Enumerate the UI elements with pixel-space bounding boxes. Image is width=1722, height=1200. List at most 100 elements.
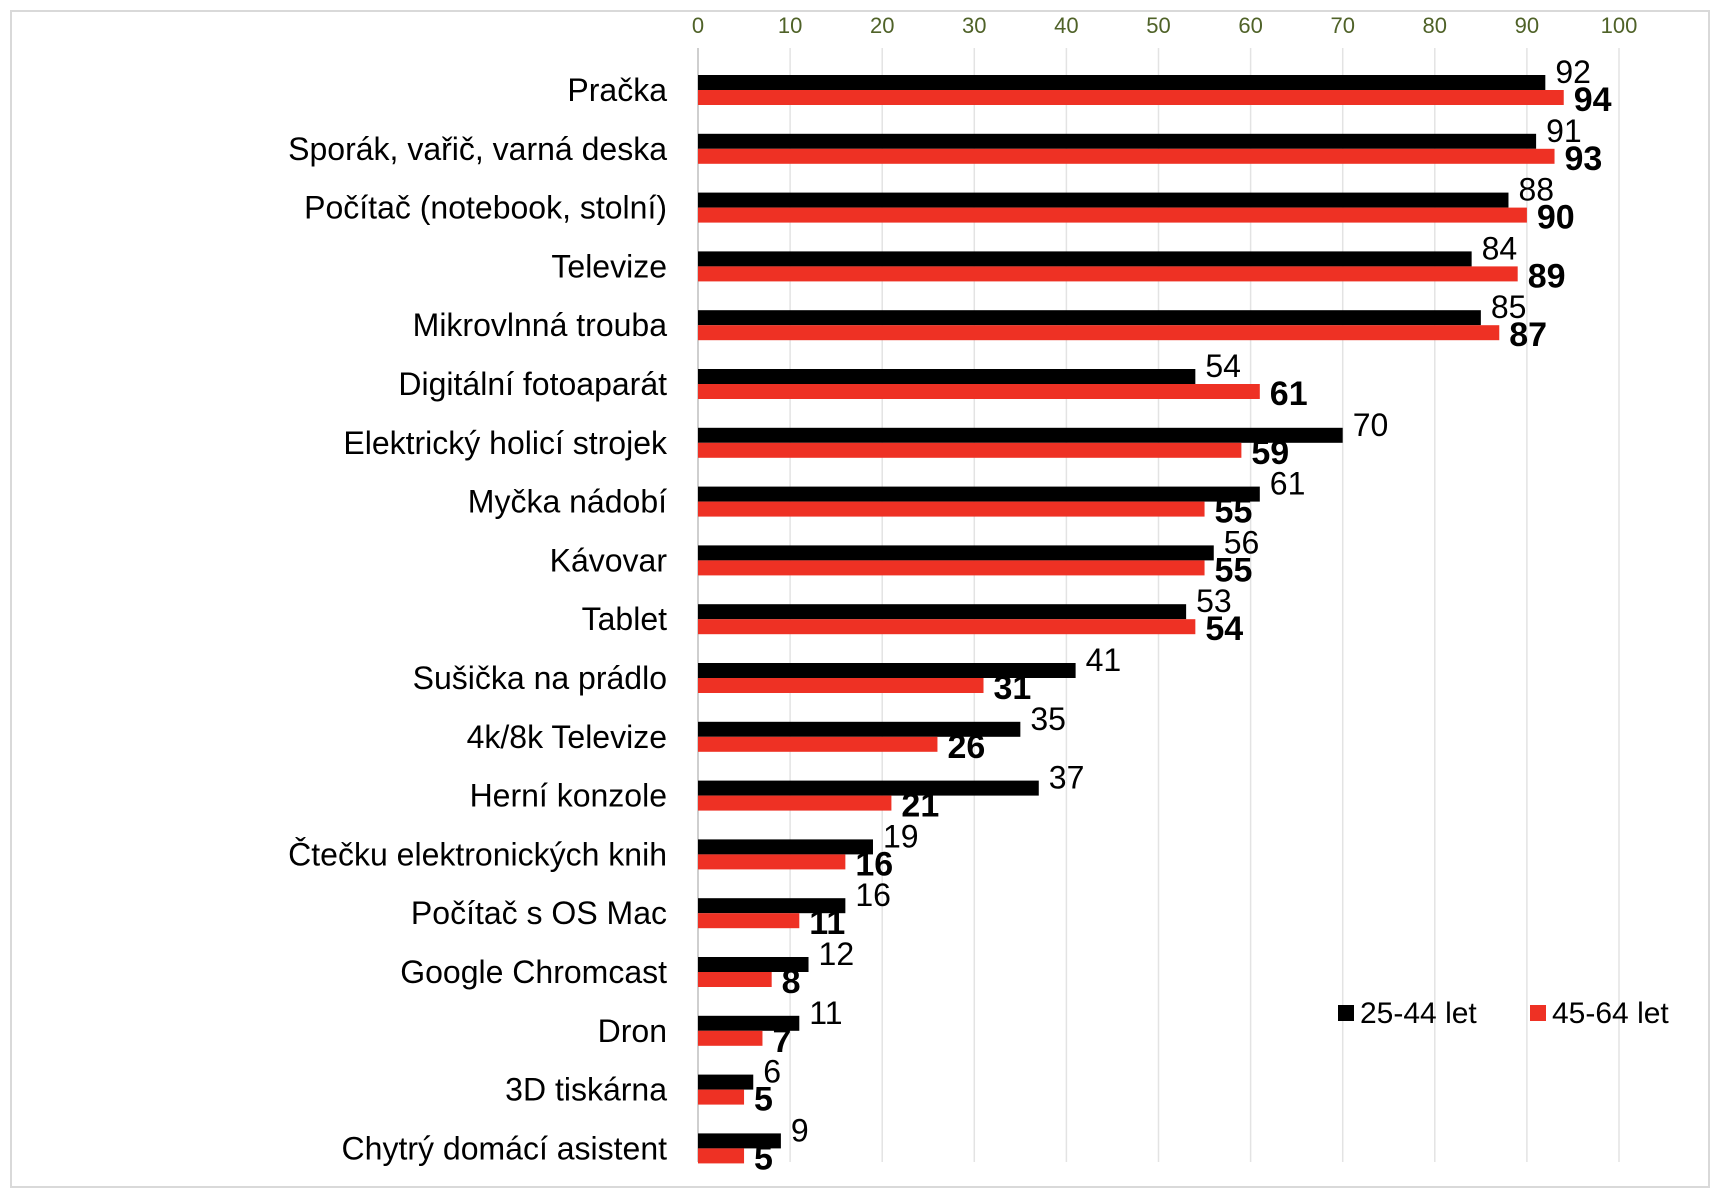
data-label-45-64: 26 xyxy=(947,728,985,766)
x-tick-label: 100 xyxy=(1601,13,1638,38)
data-label-25-44: 6 xyxy=(763,1054,781,1090)
category-label: Pračka xyxy=(567,72,667,108)
bar-25-44 xyxy=(698,545,1214,561)
data-labels: 9294919388908489858754617059615556555354… xyxy=(754,54,1612,1177)
legend: 25-44 let 45-64 let xyxy=(1338,997,1669,1030)
x-tick-label: 60 xyxy=(1238,13,1262,38)
data-label-25-44: 91 xyxy=(1546,113,1582,149)
data-label-25-44: 70 xyxy=(1353,407,1389,443)
bar-45-64 xyxy=(698,619,1196,635)
chart-frame: 0 10 20 30 40 50 60 70 80 90 100 Pračka Sporák, vař… xyxy=(10,10,1710,1188)
data-label-45-64: 89 xyxy=(1528,257,1566,295)
bar-25-44 xyxy=(698,663,1076,678)
x-tick-label: 80 xyxy=(1423,13,1447,38)
data-label-25-44: 84 xyxy=(1482,230,1518,266)
bar-45-64 xyxy=(698,736,938,752)
bar-45-64 xyxy=(698,384,1260,399)
category-labels: Pračka Sporák, vařič, varná deska Počítač … xyxy=(288,72,668,1166)
data-label-25-44: 56 xyxy=(1224,524,1260,560)
bar-45-64 xyxy=(698,560,1205,576)
bar-45-64 xyxy=(698,913,800,929)
bar-45-64 xyxy=(698,854,846,870)
bar-45-64 xyxy=(698,501,1205,517)
bar-45-64 xyxy=(698,1030,763,1046)
legend-label-25-44: 25-44 let xyxy=(1360,997,1477,1030)
category-label: Televize xyxy=(551,248,667,284)
data-label-45-64: 61 xyxy=(1270,375,1308,413)
data-label-25-44: 19 xyxy=(883,818,919,854)
bar-25-44 xyxy=(698,251,1472,267)
category-label: Chytrý domácí asistent xyxy=(342,1130,668,1166)
data-label-45-64: 31 xyxy=(994,669,1032,707)
bar-45-64 xyxy=(698,1089,745,1105)
data-label-45-64: 94 xyxy=(1574,81,1612,119)
data-label-25-44: 41 xyxy=(1086,642,1122,678)
category-label: Čtečku elektronických knih xyxy=(288,836,667,872)
bar-45-64 xyxy=(698,795,892,811)
category-label: Elektrický holicí strojek xyxy=(343,425,668,461)
bar-45-64 xyxy=(698,442,1242,458)
data-label-45-64: 59 xyxy=(1251,434,1289,472)
bar-45-64 xyxy=(698,1148,745,1164)
data-label-25-44: 88 xyxy=(1518,172,1554,208)
bar-45-64 xyxy=(698,90,1564,105)
category-label: Sporák, vařič, varná deska xyxy=(288,131,667,167)
category-label: 4k/8k Televize xyxy=(467,719,667,755)
data-label-25-44: 85 xyxy=(1491,289,1527,325)
bar-45-64 xyxy=(698,325,1500,341)
data-label-25-44: 37 xyxy=(1049,760,1085,796)
category-label: Myčka nádobí xyxy=(468,484,667,520)
category-label: Dron xyxy=(598,1013,667,1049)
bar-25-44 xyxy=(698,839,873,855)
x-tick-label: 0 xyxy=(692,13,704,38)
x-tick-label: 70 xyxy=(1330,13,1354,38)
data-label-45-64: 11 xyxy=(809,904,845,942)
x-tick-label: 90 xyxy=(1515,13,1539,38)
bar-25-44 xyxy=(698,721,1021,737)
data-label-25-44: 54 xyxy=(1205,348,1241,384)
data-label-45-64: 8 xyxy=(782,963,801,1001)
category-label: Tablet xyxy=(582,601,668,637)
bar-45-64 xyxy=(698,148,1555,164)
data-label-45-64: 7 xyxy=(772,1022,791,1060)
category-label: 3D tiskárna xyxy=(505,1072,667,1108)
category-label: Počítač (notebook, stolní) xyxy=(304,190,667,226)
data-label-25-44: 16 xyxy=(855,877,891,913)
data-label-45-64: 5 xyxy=(754,1139,773,1177)
legend-label-45-64: 45-64 let xyxy=(1552,997,1669,1030)
category-label: Sušička na prádlo xyxy=(413,660,667,696)
bar-45-64 xyxy=(698,207,1527,223)
data-label-45-64: 55 xyxy=(1215,493,1253,531)
category-label: Počítač s OS Mac xyxy=(411,895,667,931)
bar-25-44 xyxy=(698,1133,781,1149)
data-label-45-64: 87 xyxy=(1509,316,1547,354)
data-label-25-44: 9 xyxy=(791,1112,809,1148)
x-tick-label: 50 xyxy=(1146,13,1170,38)
bar-25-44 xyxy=(698,369,1196,384)
data-label-25-44: 61 xyxy=(1270,466,1306,502)
x-tick-label: 20 xyxy=(870,13,894,38)
bar-25-44 xyxy=(698,133,1537,149)
bars xyxy=(698,75,1564,1164)
bar-25-44 xyxy=(698,957,809,972)
x-tick-label: 30 xyxy=(962,13,986,38)
data-label-45-64: 5 xyxy=(754,1081,773,1119)
bar-45-64 xyxy=(698,266,1518,282)
bar-45-64 xyxy=(698,972,772,987)
bar-25-44 xyxy=(698,1015,800,1031)
bar-25-44 xyxy=(698,898,846,914)
bar-25-44 xyxy=(698,75,1546,90)
x-axis-ticks: 0 10 20 30 40 50 60 70 80 90 100 xyxy=(692,13,1637,38)
data-label-45-64: 55 xyxy=(1215,551,1253,589)
data-label-45-64: 54 xyxy=(1205,610,1243,648)
category-label: Google Chromcast xyxy=(400,954,667,990)
data-label-25-44: 53 xyxy=(1196,583,1232,619)
legend-swatch-45-64 xyxy=(1530,1005,1546,1021)
data-label-25-44: 35 xyxy=(1030,701,1066,737)
bar-25-44 xyxy=(698,1074,754,1090)
x-tick-label: 40 xyxy=(1054,13,1078,38)
data-label-45-64: 93 xyxy=(1565,140,1603,178)
data-label-45-64: 21 xyxy=(901,787,939,825)
category-label: Digitální fotoaparát xyxy=(398,366,667,402)
category-label: Herní konzole xyxy=(470,778,667,814)
